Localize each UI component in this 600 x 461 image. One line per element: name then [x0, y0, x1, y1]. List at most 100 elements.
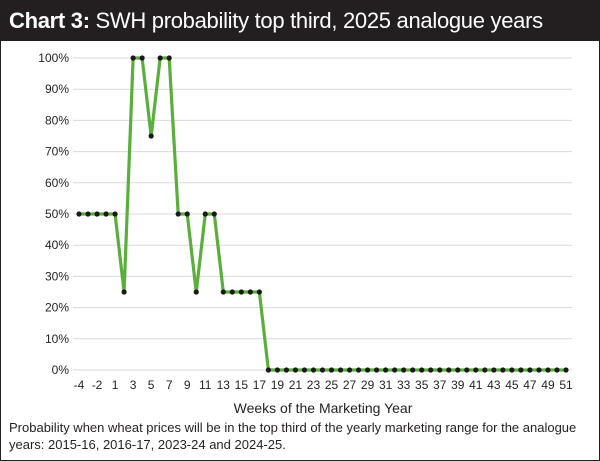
x-tick-label: 29: [361, 378, 375, 392]
data-points: [76, 55, 569, 373]
data-point: [401, 367, 407, 373]
x-tick-label: -4: [74, 378, 85, 392]
data-point: [76, 211, 82, 217]
data-point: [85, 211, 91, 217]
y-tick-label: 30%: [45, 269, 69, 283]
data-point: [184, 211, 190, 217]
chart-caption: Probability when wheat prices will be in…: [9, 420, 577, 452]
y-tick-label: 90%: [45, 82, 69, 96]
x-tick-label: 1: [112, 378, 119, 392]
data-point: [554, 367, 560, 373]
data-point: [148, 133, 154, 139]
y-tick-label: 50%: [45, 207, 69, 221]
data-point: [491, 367, 497, 373]
data-point: [175, 211, 181, 217]
data-point: [509, 367, 515, 373]
data-point: [437, 367, 443, 373]
data-point: [473, 367, 479, 373]
data-point: [274, 367, 281, 373]
data-point: [464, 367, 470, 373]
data-point: [346, 367, 353, 373]
y-axis-ticks: 0% 10% 20% 30% 40% 50% 60% 70% 80% 90% 100%: [38, 51, 69, 377]
chart-label: Chart 3:: [9, 8, 90, 33]
x-tick-label: 35: [415, 378, 429, 392]
data-point: [220, 289, 226, 295]
x-tick-label: 39: [451, 378, 465, 392]
data-point: [283, 367, 290, 373]
data-point: [383, 367, 389, 373]
data-point: [121, 289, 127, 295]
data-point: [446, 367, 452, 373]
x-tick-label: 7: [166, 378, 173, 392]
y-tick-label: 60%: [45, 176, 69, 190]
data-point: [247, 289, 253, 295]
y-tick-label: 70%: [45, 145, 69, 159]
x-tick-label: 47: [523, 378, 537, 392]
data-point: [374, 367, 380, 373]
x-tick-label: 3: [130, 378, 137, 392]
data-point: [563, 367, 569, 373]
data-point: [238, 289, 244, 295]
x-tick-label: 15: [235, 378, 249, 392]
data-point: [310, 367, 317, 373]
data-point: [130, 55, 136, 61]
data-point: [166, 55, 172, 61]
x-tick-label: 27: [343, 378, 357, 392]
x-tick-label: 49: [541, 378, 555, 392]
chart-header: Chart 3: SWH probability top third, 2025…: [1, 1, 599, 41]
x-tick-label: 5: [148, 378, 155, 392]
x-axis-label: Weeks of the Marketing Year: [234, 400, 413, 416]
data-point: [328, 367, 335, 373]
data-point: [193, 289, 199, 295]
data-point: [94, 211, 100, 217]
x-tick-label: 11: [199, 378, 212, 392]
x-tick-label: 37: [433, 378, 447, 392]
y-tick-label: 0%: [52, 363, 70, 377]
data-point: [364, 367, 371, 373]
data-point: [157, 55, 163, 61]
chart-title: SWH probability top third, 2025 analogue…: [95, 8, 544, 33]
data-point: [211, 211, 217, 217]
y-tick-label: 100%: [38, 51, 69, 65]
x-axis-ticks: -4 -2 1 3 5 7 9 11 13 15 17 19 21 23 25 27 29 31 33 35 37 39 4…: [74, 378, 573, 392]
data-point: [229, 289, 235, 295]
data-point: [355, 367, 362, 373]
x-tick-label: 45: [505, 378, 519, 392]
y-tick-label: 20%: [45, 301, 69, 315]
x-tick-label: 17: [253, 378, 267, 392]
x-tick-label: 31: [379, 378, 393, 392]
data-point: [265, 367, 271, 373]
data-point: [139, 55, 145, 61]
data-point: [419, 367, 425, 373]
x-tick-label: 23: [307, 378, 321, 392]
x-tick-label: 13: [217, 378, 231, 392]
data-point: [292, 367, 299, 373]
data-point: [112, 211, 118, 217]
x-tick-label: 33: [397, 378, 411, 392]
data-point: [536, 367, 542, 373]
data-point: [103, 211, 109, 217]
x-tick-label: 41: [469, 378, 483, 392]
y-tick-label: 10%: [45, 332, 69, 346]
data-point: [545, 367, 551, 373]
x-tick-label: 21: [289, 378, 303, 392]
data-point: [256, 289, 262, 295]
data-point: [518, 367, 524, 373]
x-tick-label: 19: [271, 378, 285, 392]
data-point: [500, 367, 506, 373]
data-point: [428, 367, 434, 373]
x-tick-label: 51: [559, 378, 573, 392]
data-point: [301, 367, 308, 373]
data-point: [319, 367, 326, 373]
y-tick-label: 80%: [45, 113, 69, 127]
data-point: [482, 367, 488, 373]
data-point: [337, 367, 344, 373]
data-point: [392, 367, 398, 373]
x-tick-label: 9: [184, 378, 191, 392]
data-point: [455, 367, 461, 373]
x-tick-label: -2: [92, 378, 103, 392]
y-tick-label: 40%: [45, 238, 69, 252]
data-point: [410, 367, 416, 373]
